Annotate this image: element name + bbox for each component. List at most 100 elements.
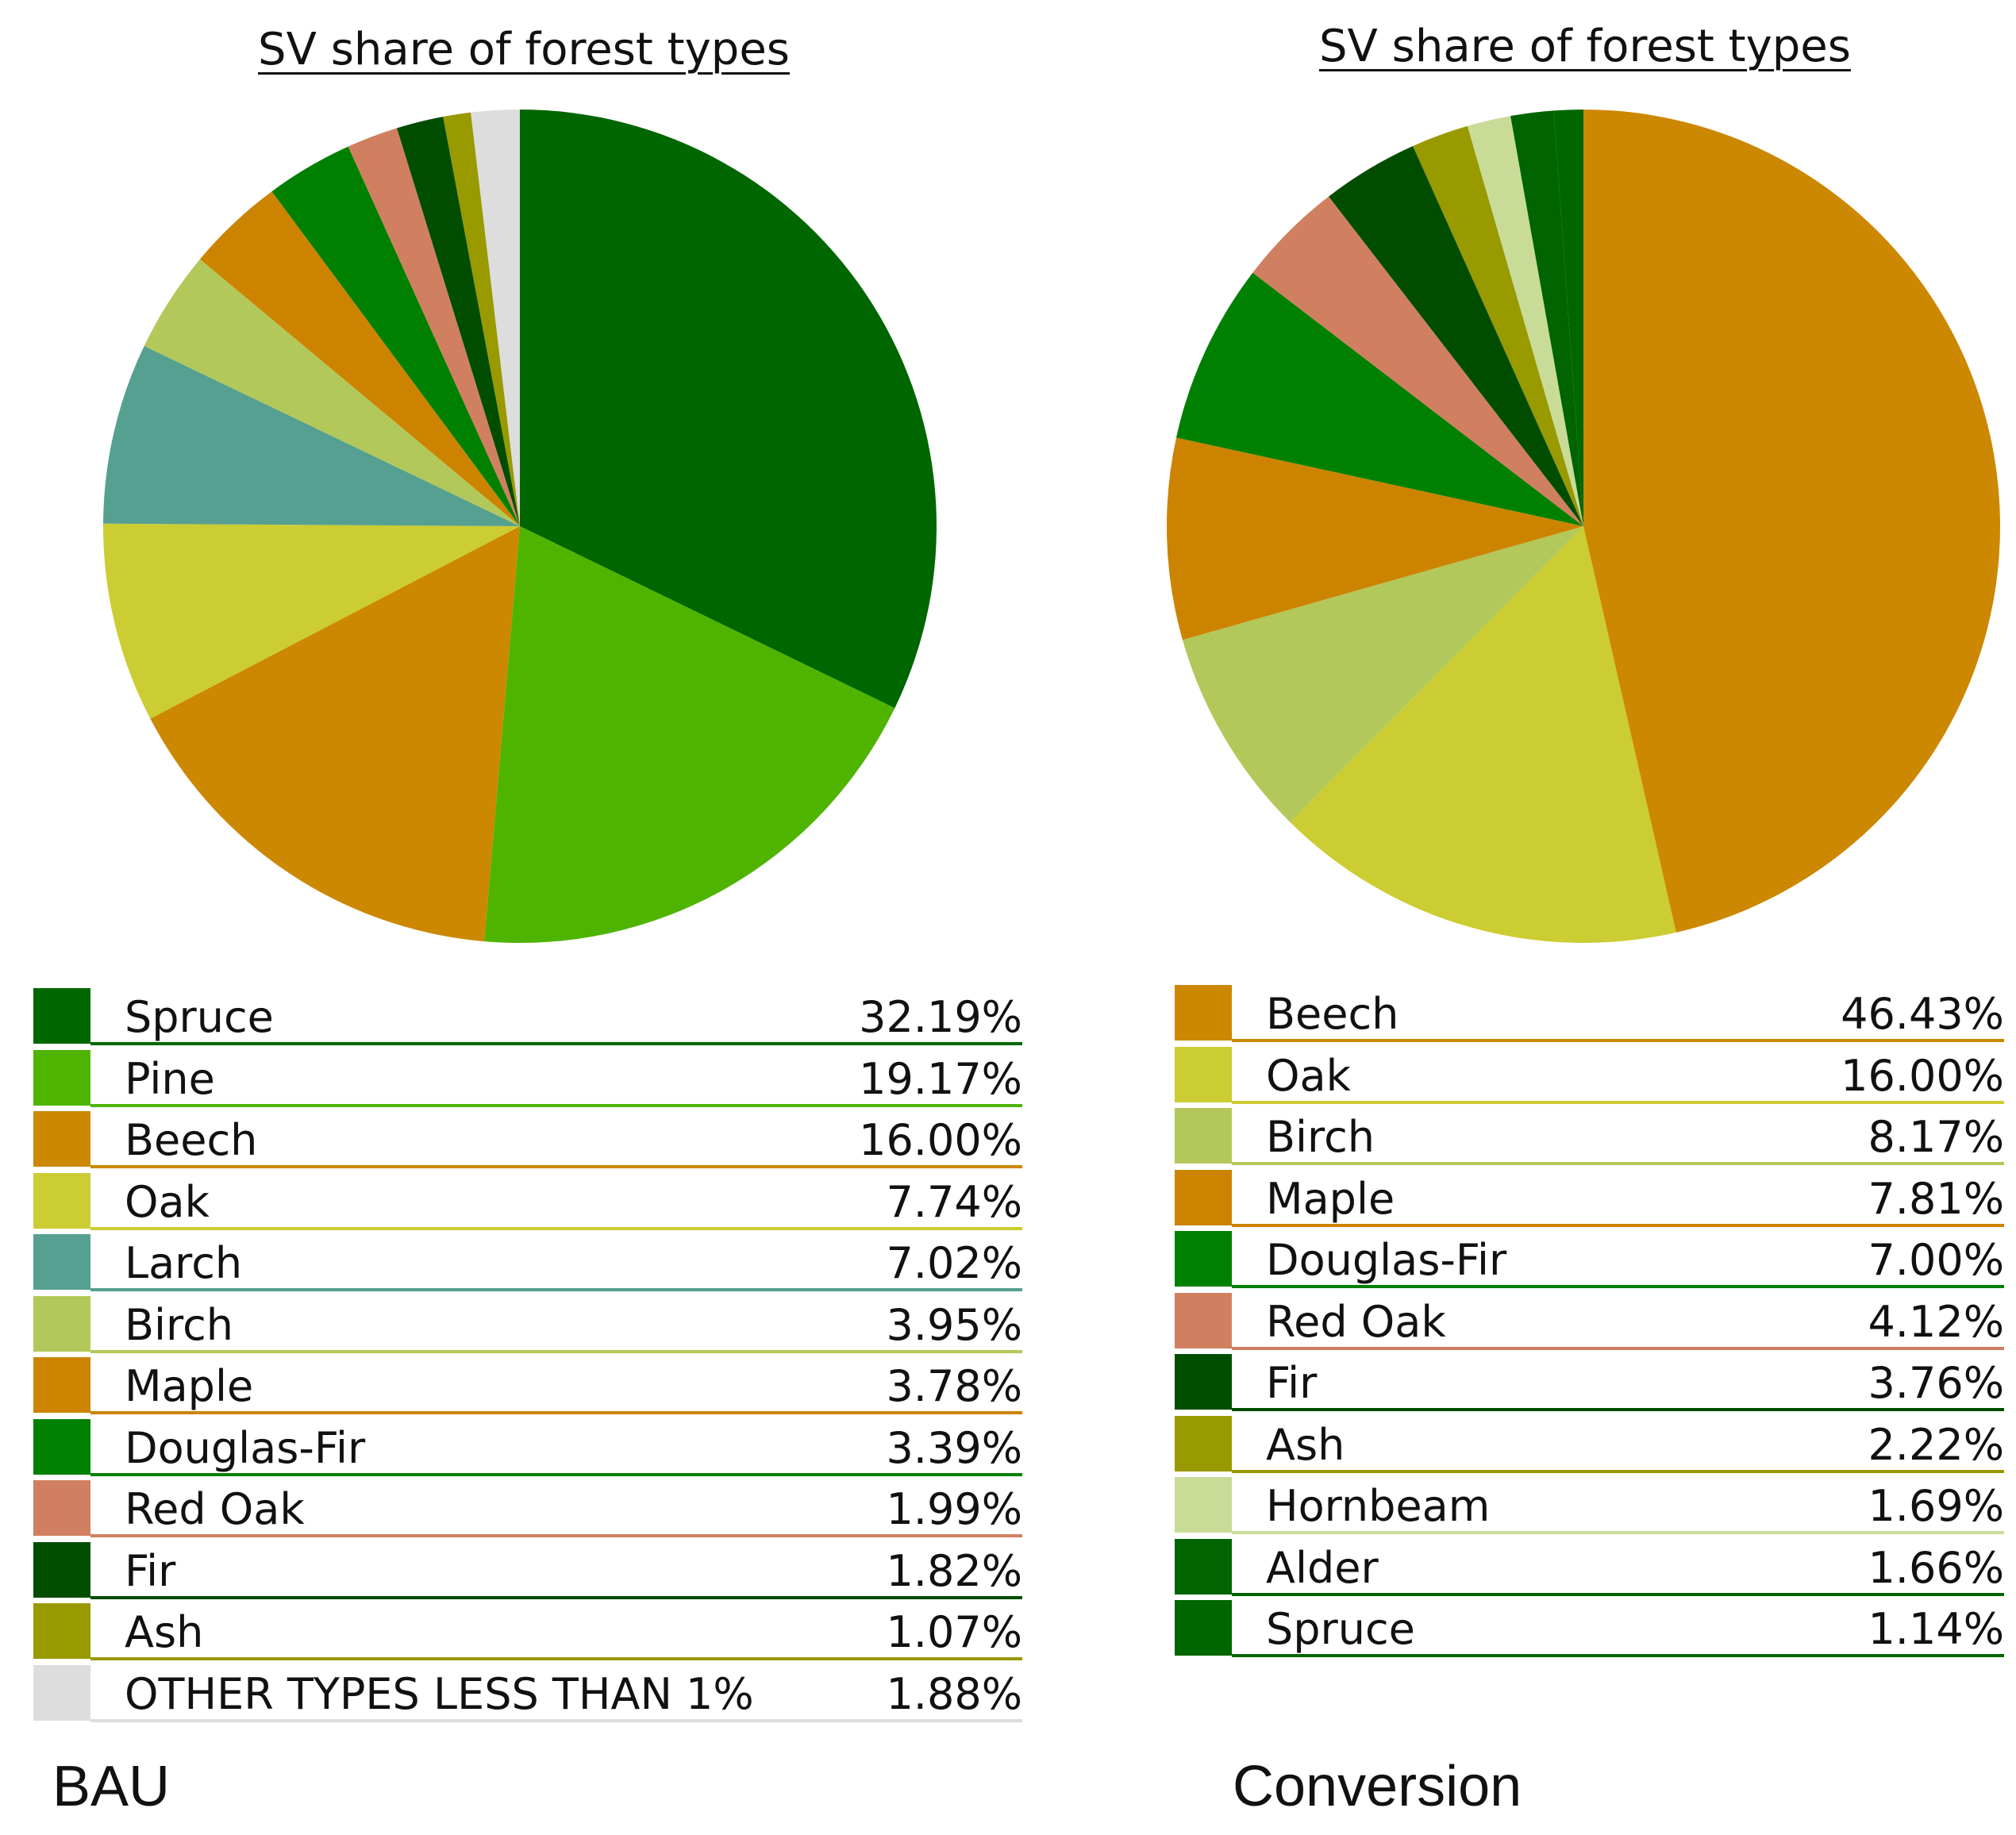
chart-title: SV share of forest types <box>1319 21 1851 72</box>
legend-value: 16.00% <box>859 1115 1022 1165</box>
legend-value: 3.78% <box>886 1361 1022 1411</box>
legend-underline <box>90 1226 1022 1230</box>
pie-slice-maple <box>1167 437 1583 641</box>
legend-swatch <box>33 1172 90 1229</box>
legend-swatch <box>1175 1046 1232 1102</box>
pie-slice-douglas-fir <box>1176 272 1583 526</box>
legend-label: Spruce <box>1266 1604 1415 1654</box>
legend-label: OTHER TYPES LESS THAN 1% <box>125 1668 754 1719</box>
legend-swatch <box>33 1664 90 1721</box>
legend-conversion: Beech 46.43% Oak 16.00% Birch 8.17% Maple 7.81%… <box>1175 981 2004 1664</box>
legend-value: 1.07% <box>886 1607 1022 1657</box>
legend-underline <box>1232 1531 2004 1534</box>
legend-item: Maple 3.78% <box>33 1353 1022 1414</box>
legend-swatch <box>33 1357 90 1413</box>
legend-swatch <box>33 1418 90 1475</box>
pie-slice-fir <box>1329 145 1583 526</box>
pie-slice-other-types-less-than-1 <box>471 110 520 526</box>
legend-label: Ash <box>1266 1419 1345 1470</box>
legend-underline <box>1232 1469 2004 1473</box>
pie-slice-birch <box>1182 526 1583 822</box>
legend-value: 3.39% <box>886 1422 1022 1473</box>
legend-swatch <box>33 1603 90 1659</box>
legend-value: 7.00% <box>1868 1235 2004 1285</box>
pie-slice-ash <box>443 112 520 527</box>
scenario-label-bau: BAU <box>52 1755 171 1818</box>
legend-item: Spruce 1.14% <box>1175 1596 2004 1657</box>
legend-value: 2.22% <box>1868 1419 2004 1470</box>
legend-label: Oak <box>125 1176 210 1227</box>
legend-swatch <box>33 1049 90 1106</box>
legend-value: 19.17% <box>859 1053 1022 1104</box>
legend-value: 46.43% <box>1841 989 2004 1039</box>
legend-underline <box>90 1718 1022 1722</box>
scenario-label-conversion: Conversion <box>1233 1755 1522 1818</box>
legend-item: Red Oak 4.12% <box>1175 1289 2004 1350</box>
pie-slice-fir <box>396 116 520 526</box>
legend-value: 3.76% <box>1868 1358 2004 1408</box>
legend-swatch <box>33 1295 90 1352</box>
legend-value: 7.02% <box>886 1238 1022 1288</box>
legend-label: Alder <box>1266 1542 1379 1593</box>
legend-item: Birch 3.95% <box>33 1292 1022 1353</box>
legend-item: Beech 46.43% <box>1175 981 2004 1042</box>
pie-slice-oak <box>1290 526 1676 943</box>
legend-label: Beech <box>1266 989 1399 1039</box>
pie-slice-alder <box>1510 110 1583 527</box>
legend-value: 7.81% <box>1868 1173 2004 1224</box>
legend-item: Ash 1.07% <box>33 1599 1022 1660</box>
legend-underline <box>90 1595 1022 1599</box>
legend-item: Oak 7.74% <box>33 1169 1022 1230</box>
legend-swatch <box>33 1111 90 1167</box>
pie-slice-larch <box>103 345 520 526</box>
legend-swatch <box>33 988 90 1044</box>
legend-underline <box>90 1534 1022 1537</box>
legend-value: 3.95% <box>886 1299 1022 1350</box>
chart-title: SV share of forest types <box>258 24 790 75</box>
legend-item: Oak 16.00% <box>1175 1043 2004 1104</box>
legend-label: Oak <box>1266 1050 1351 1101</box>
legend-label: Fir <box>1266 1358 1318 1408</box>
legend-item: Hornbeam 1.69% <box>1175 1473 2004 1534</box>
legend-swatch <box>1175 1292 1232 1348</box>
legend-swatch <box>1175 1108 1232 1164</box>
pie-slice-maple <box>199 191 521 526</box>
pie-slice-spruce <box>520 110 937 709</box>
legend-underline <box>1232 1346 2004 1350</box>
legend-item: Douglas-Fir 3.39% <box>33 1415 1022 1476</box>
legend-label: Larch <box>125 1238 243 1288</box>
legend-value: 16.00% <box>1841 1050 2004 1101</box>
legend-underline <box>90 1657 1022 1660</box>
legend-underline <box>1232 1285 2004 1288</box>
legend-item: Larch 7.02% <box>33 1230 1022 1291</box>
legend-item: Pine 19.17% <box>33 1046 1022 1107</box>
legend-label: Birch <box>125 1299 233 1350</box>
legend-bau: Spruce 32.19% Pine 19.17% Beech 16.00% Oak 7.74… <box>33 984 1022 1722</box>
legend-item: Fir 1.82% <box>33 1538 1022 1599</box>
pie-slice-red-oak <box>1252 196 1583 527</box>
pie-slice-oak <box>103 523 520 719</box>
legend-value: 1.69% <box>1868 1481 2004 1531</box>
legend-value: 1.99% <box>886 1484 1022 1534</box>
legend-label: Red Oak <box>1266 1296 1446 1347</box>
legend-item: Douglas-Fir 7.00% <box>1175 1227 2004 1288</box>
legend-underline <box>90 1472 1022 1476</box>
pie-slice-spruce <box>1553 110 1583 526</box>
pie-chart-bau <box>103 110 937 943</box>
legend-underline <box>90 1288 1022 1291</box>
legend-swatch <box>1175 1231 1232 1287</box>
legend-item: Spruce 32.19% <box>33 984 1022 1045</box>
pie-chart-conversion <box>1167 110 2000 943</box>
legend-underline <box>90 1042 1022 1045</box>
pie-slice-beech <box>1583 110 2000 933</box>
legend-item: Ash 2.22% <box>1175 1412 2004 1473</box>
legend-swatch <box>1175 1538 1232 1595</box>
legend-swatch <box>1175 1169 1232 1225</box>
legend-label: Douglas-Fir <box>1266 1235 1507 1285</box>
legend-item: Maple 7.81% <box>1175 1166 2004 1227</box>
legend-item: Birch 8.17% <box>1175 1104 2004 1165</box>
legend-underline <box>1232 1039 2004 1042</box>
pie-slice-hornbeam <box>1467 116 1583 526</box>
legend-value: 1.66% <box>1868 1542 2004 1593</box>
legend-label: Maple <box>1266 1173 1395 1224</box>
